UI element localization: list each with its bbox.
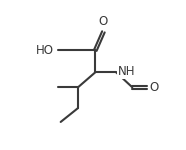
Text: O: O [149, 81, 158, 94]
Text: NH: NH [118, 65, 135, 78]
Text: HO: HO [36, 44, 54, 57]
Text: O: O [99, 15, 108, 28]
